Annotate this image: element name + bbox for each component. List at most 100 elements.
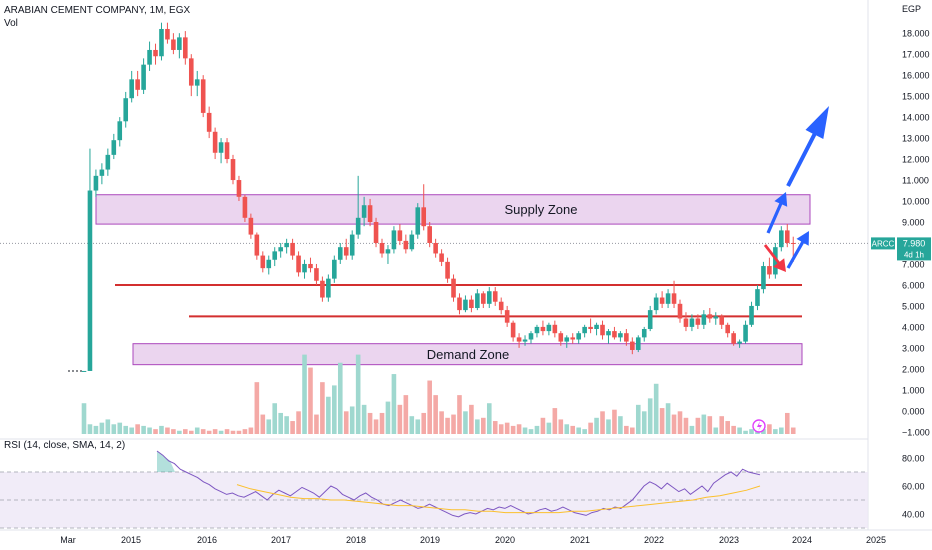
volume-bar	[141, 425, 146, 434]
candle-body	[373, 222, 379, 243]
candle-body	[284, 242, 289, 248]
candle	[177, 33, 182, 59]
candle	[105, 148, 111, 176]
candle	[171, 33, 176, 55]
flash-icon-bolt	[757, 421, 762, 431]
candle-body	[457, 297, 462, 311]
candle-body	[153, 49, 158, 57]
x-tick-label: 2022	[644, 535, 664, 545]
volume-bar	[612, 409, 617, 434]
candle-body	[618, 333, 623, 338]
rsi-ma-line	[236, 484, 761, 514]
volume-bar	[87, 424, 93, 434]
candle-body	[671, 293, 677, 304]
candle	[528, 331, 534, 344]
candle-body	[713, 316, 719, 319]
candle-body	[540, 326, 546, 332]
candle	[510, 320, 516, 342]
volume-bar	[409, 416, 415, 434]
candle-body	[236, 180, 242, 197]
candle-body	[779, 230, 784, 248]
volume-bar	[618, 416, 623, 434]
candle	[522, 335, 528, 346]
candle	[689, 314, 695, 332]
candle	[546, 322, 552, 336]
volume-bar	[463, 411, 468, 434]
y-tick-label: 4.000	[902, 322, 925, 332]
candle-body	[564, 337, 570, 342]
candle	[326, 274, 331, 302]
candle	[784, 224, 790, 248]
volume-bar	[373, 419, 379, 434]
chart-header: ARABIAN CEMENT COMPANY, 1M, EGX Vol	[4, 4, 190, 30]
candle	[397, 224, 403, 246]
volume-bar	[677, 411, 683, 434]
volume-bar	[290, 421, 295, 434]
volume-bar	[707, 416, 713, 434]
candle	[337, 242, 343, 264]
candle	[570, 333, 576, 344]
volume-bar	[731, 425, 736, 434]
volume-bar	[206, 430, 212, 434]
candle-body	[600, 324, 605, 336]
candle-body	[635, 337, 641, 350]
candle	[761, 261, 766, 294]
candle-body	[612, 331, 617, 338]
volume-bar	[81, 403, 87, 434]
candle-body	[385, 249, 391, 254]
volume-bar	[135, 424, 140, 434]
volume-bar	[349, 406, 355, 434]
y-tick-label: 5.000	[902, 301, 925, 311]
volume-bar	[671, 414, 677, 434]
candle	[701, 310, 707, 329]
candle-body	[87, 190, 93, 371]
volume-bar	[689, 425, 695, 434]
candle	[99, 163, 105, 185]
candle-body	[677, 303, 683, 319]
volume-bar	[498, 424, 504, 434]
candle-body	[290, 242, 295, 256]
volume-bar	[433, 395, 438, 434]
candle	[749, 301, 754, 327]
candle-body	[194, 79, 200, 86]
volume-bar	[99, 422, 105, 434]
candle-body	[641, 329, 647, 338]
volume-bar	[171, 429, 176, 434]
candle-body	[552, 324, 558, 334]
candle	[361, 196, 367, 227]
volume-bar	[320, 382, 325, 434]
volume-bar	[504, 422, 510, 434]
candle-body	[117, 121, 123, 141]
candle-body	[558, 333, 564, 342]
candle-body	[111, 140, 117, 155]
rsi-tick-label: 80.00	[902, 454, 925, 464]
candle	[242, 194, 248, 222]
candle-body	[200, 79, 206, 113]
volume-bar	[790, 427, 796, 434]
candle-body	[188, 58, 194, 86]
x-tick-label: 2016	[197, 535, 217, 545]
candle	[349, 230, 355, 260]
candle-body	[147, 49, 152, 65]
candle-body	[737, 341, 742, 344]
volume-bar	[725, 421, 730, 434]
candle-body	[302, 263, 307, 273]
ticker-badge-text: ARCC	[872, 239, 895, 248]
candle	[200, 75, 206, 118]
volume-bar	[492, 421, 498, 434]
axes: 18.000 17.000 16.000 15.000 14.000 13.000 12.0…	[60, 29, 930, 545]
arrow-up-after-dip	[786, 231, 809, 269]
candle-body	[212, 131, 218, 153]
candle	[81, 370, 87, 372]
candle	[743, 320, 748, 344]
volume-bar	[701, 414, 707, 434]
candle	[677, 299, 683, 323]
candle-body	[278, 247, 283, 252]
rsi-line	[156, 450, 761, 518]
candle	[725, 322, 730, 338]
volume-bar	[361, 404, 367, 434]
volume-bar	[194, 427, 200, 434]
candle-body	[391, 230, 397, 250]
candle	[123, 91, 129, 128]
candle	[385, 245, 391, 264]
